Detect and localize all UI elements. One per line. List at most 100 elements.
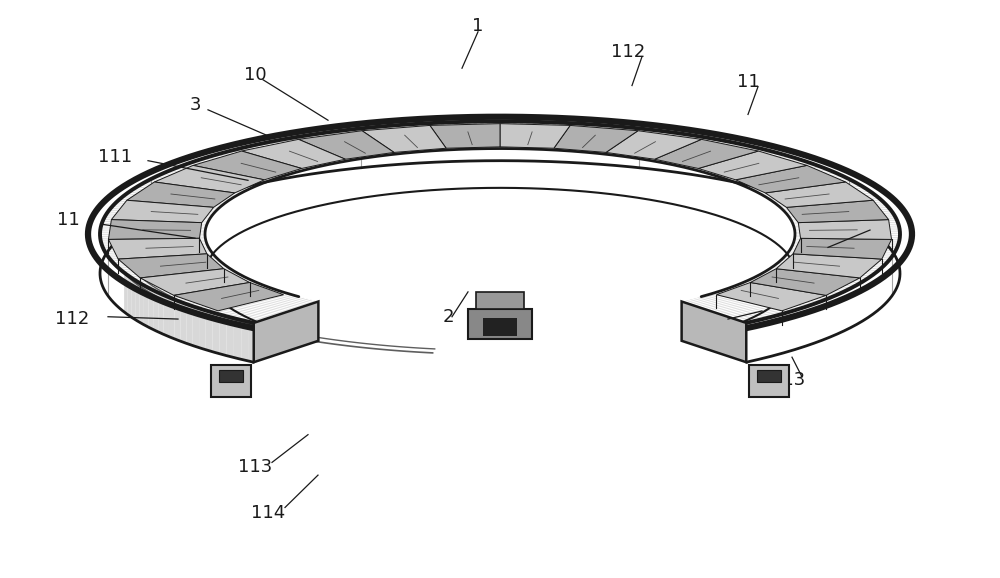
Text: 112: 112 xyxy=(611,43,645,61)
Polygon shape xyxy=(142,183,237,196)
Polygon shape xyxy=(173,168,260,185)
Polygon shape xyxy=(761,273,855,287)
Polygon shape xyxy=(569,124,596,151)
Polygon shape xyxy=(206,310,212,352)
Polygon shape xyxy=(175,299,180,341)
Polygon shape xyxy=(699,151,772,171)
Polygon shape xyxy=(466,122,478,149)
Polygon shape xyxy=(413,124,438,151)
Text: 113: 113 xyxy=(238,458,272,476)
Polygon shape xyxy=(620,131,666,156)
Polygon shape xyxy=(227,316,234,358)
Polygon shape xyxy=(186,304,193,346)
Polygon shape xyxy=(487,121,493,149)
Polygon shape xyxy=(795,238,900,240)
Polygon shape xyxy=(736,165,846,193)
Polygon shape xyxy=(165,172,255,187)
Polygon shape xyxy=(698,151,807,180)
Polygon shape xyxy=(110,208,213,215)
Polygon shape xyxy=(189,162,272,180)
Polygon shape xyxy=(107,212,211,218)
Polygon shape xyxy=(757,370,781,383)
Polygon shape xyxy=(131,278,135,320)
Polygon shape xyxy=(111,200,214,223)
Polygon shape xyxy=(116,258,218,267)
Polygon shape xyxy=(769,268,867,280)
Polygon shape xyxy=(126,194,225,204)
Polygon shape xyxy=(767,270,864,282)
Polygon shape xyxy=(788,252,891,258)
Polygon shape xyxy=(749,365,789,397)
Polygon shape xyxy=(337,131,382,156)
Polygon shape xyxy=(792,246,896,251)
Polygon shape xyxy=(680,144,746,166)
Polygon shape xyxy=(735,166,821,183)
Polygon shape xyxy=(728,288,811,306)
Polygon shape xyxy=(135,269,232,281)
Polygon shape xyxy=(793,220,897,224)
Polygon shape xyxy=(228,297,301,317)
Polygon shape xyxy=(147,274,241,288)
Polygon shape xyxy=(407,124,434,151)
Polygon shape xyxy=(145,181,239,195)
Polygon shape xyxy=(221,153,296,173)
Polygon shape xyxy=(113,255,215,263)
Polygon shape xyxy=(790,214,894,220)
Polygon shape xyxy=(765,182,873,208)
Polygon shape xyxy=(634,134,684,158)
Polygon shape xyxy=(158,175,249,190)
Polygon shape xyxy=(700,297,774,317)
Text: 11: 11 xyxy=(57,210,79,229)
Polygon shape xyxy=(128,192,227,202)
Polygon shape xyxy=(745,281,835,297)
Polygon shape xyxy=(731,287,815,304)
Polygon shape xyxy=(597,128,635,154)
Polygon shape xyxy=(773,266,872,277)
Polygon shape xyxy=(289,138,347,161)
Polygon shape xyxy=(141,272,236,284)
Polygon shape xyxy=(183,286,268,303)
Polygon shape xyxy=(374,127,410,153)
Polygon shape xyxy=(198,160,279,178)
Polygon shape xyxy=(778,262,879,271)
Polygon shape xyxy=(193,161,275,179)
Polygon shape xyxy=(702,152,777,172)
Polygon shape xyxy=(660,139,719,162)
Polygon shape xyxy=(779,198,880,208)
Polygon shape xyxy=(148,180,242,194)
Polygon shape xyxy=(655,139,758,168)
Polygon shape xyxy=(741,169,829,186)
Polygon shape xyxy=(564,124,590,151)
Polygon shape xyxy=(155,176,247,191)
Bar xyxy=(483,318,517,336)
Polygon shape xyxy=(724,289,807,307)
Polygon shape xyxy=(611,129,654,155)
Polygon shape xyxy=(715,292,793,312)
Polygon shape xyxy=(199,308,206,350)
Polygon shape xyxy=(786,207,889,214)
Polygon shape xyxy=(248,301,316,323)
Polygon shape xyxy=(760,180,853,194)
Polygon shape xyxy=(783,258,885,266)
Polygon shape xyxy=(583,126,616,152)
Polygon shape xyxy=(758,275,852,288)
Polygon shape xyxy=(100,236,205,237)
Polygon shape xyxy=(453,122,468,149)
Polygon shape xyxy=(109,210,212,216)
Polygon shape xyxy=(251,145,318,167)
Polygon shape xyxy=(693,298,764,319)
Polygon shape xyxy=(755,177,847,191)
Polygon shape xyxy=(793,243,898,247)
Polygon shape xyxy=(792,245,897,249)
Polygon shape xyxy=(193,151,302,180)
Polygon shape xyxy=(368,127,405,153)
Polygon shape xyxy=(136,187,233,199)
Polygon shape xyxy=(642,135,696,160)
Polygon shape xyxy=(180,302,186,343)
Polygon shape xyxy=(794,228,899,230)
Polygon shape xyxy=(209,293,287,312)
Polygon shape xyxy=(771,267,869,279)
Polygon shape xyxy=(254,302,318,362)
Polygon shape xyxy=(711,293,789,313)
Text: 10: 10 xyxy=(244,66,266,84)
